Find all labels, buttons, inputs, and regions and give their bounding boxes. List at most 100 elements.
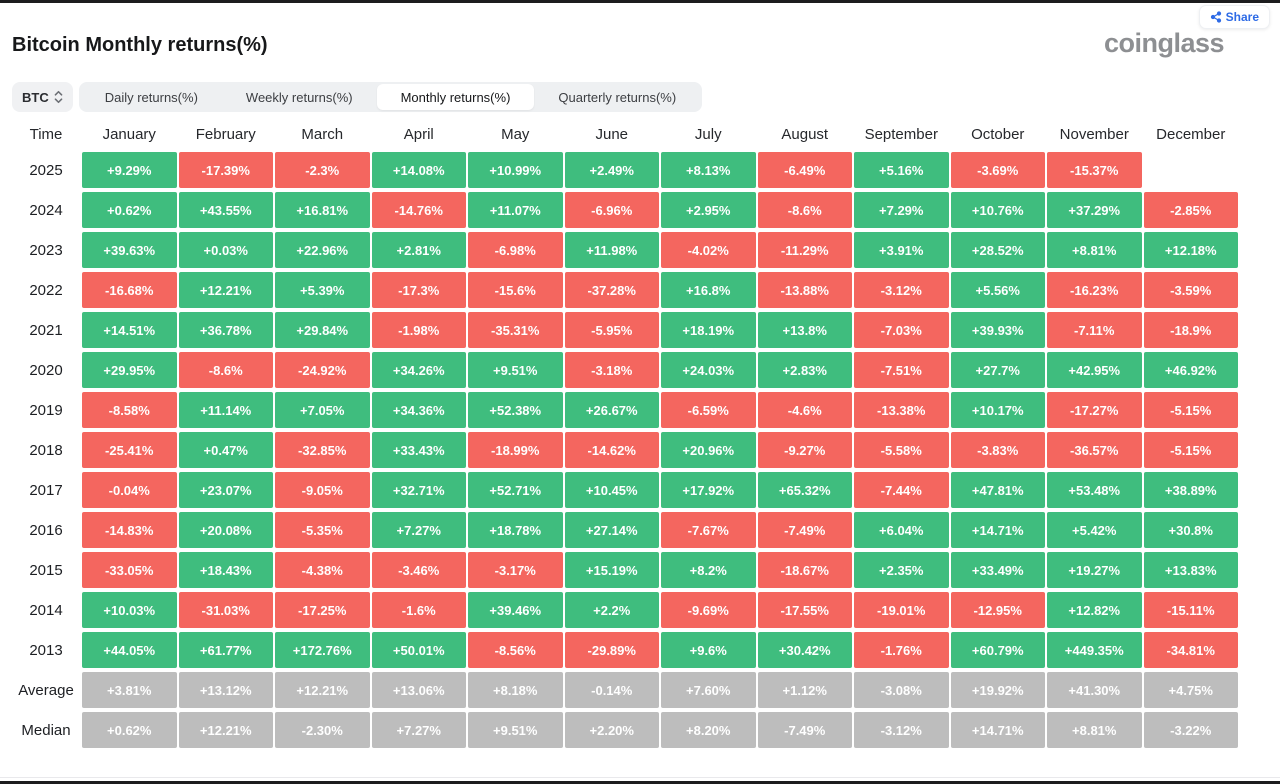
return-cell: -15.37% bbox=[1047, 152, 1142, 188]
return-cell: +33.49% bbox=[950, 552, 1045, 588]
return-cell: +2.83% bbox=[757, 352, 852, 388]
row-label-2016: 2016 bbox=[29, 521, 63, 539]
column-header-february: February bbox=[195, 125, 256, 143]
return-cell: -7.11% bbox=[1047, 312, 1142, 348]
controls-bar: BTC Daily returns(%) Weekly returns(%) Mon… bbox=[12, 82, 703, 112]
column-header-november: November bbox=[1059, 125, 1129, 143]
return-cell: -5.58% bbox=[854, 432, 949, 468]
column-header-may: May bbox=[501, 125, 530, 143]
returns-tab-group: Daily returns(%) Weekly returns(%) Monthly… bbox=[78, 82, 703, 112]
return-cell: +10.76% bbox=[950, 192, 1045, 228]
return-cell: +18.43% bbox=[178, 552, 273, 588]
column-header-september: September bbox=[864, 125, 938, 143]
return-cell: +28.52% bbox=[950, 232, 1045, 268]
return-cell: -3.22% bbox=[1143, 712, 1238, 748]
return-cell: +17.92% bbox=[661, 472, 756, 508]
return-cell: +27.14% bbox=[564, 512, 659, 548]
symbol-selector[interactable]: BTC bbox=[12, 82, 73, 112]
return-cell: -1.6% bbox=[371, 592, 466, 628]
return-cell: +39.93% bbox=[950, 312, 1045, 348]
return-cell: +10.99% bbox=[468, 152, 563, 188]
return-cell: -8.6% bbox=[178, 352, 273, 388]
return-cell: +0.47% bbox=[178, 432, 273, 468]
return-cell: +29.84% bbox=[275, 312, 370, 348]
return-cell: -25.41% bbox=[82, 432, 177, 468]
return-cell: -2.85% bbox=[1143, 192, 1238, 228]
column-header-october: October bbox=[971, 125, 1025, 143]
return-cell: +0.62% bbox=[82, 712, 177, 748]
return-cell: +9.51% bbox=[468, 712, 563, 748]
return-cell: -5.15% bbox=[1143, 392, 1238, 428]
return-cell: -7.44% bbox=[854, 472, 949, 508]
return-cell: +8.18% bbox=[468, 672, 563, 708]
return-cell: +22.96% bbox=[275, 232, 370, 268]
return-cell: +24.03% bbox=[661, 352, 756, 388]
return-cell: +16.81% bbox=[275, 192, 370, 228]
return-cell: -35.31% bbox=[468, 312, 563, 348]
return-cell: +8.20% bbox=[661, 712, 756, 748]
return-cell: -0.14% bbox=[564, 672, 659, 708]
return-cell: +30.42% bbox=[757, 632, 852, 668]
return-cell: -3.83% bbox=[950, 432, 1045, 468]
return-cell: +2.20% bbox=[564, 712, 659, 748]
return-cell: +11.07% bbox=[468, 192, 563, 228]
return-cell: +18.78% bbox=[468, 512, 563, 548]
return-cell: +2.2% bbox=[564, 592, 659, 628]
return-cell: -2.3% bbox=[275, 152, 370, 188]
return-cell: +2.49% bbox=[564, 152, 659, 188]
return-cell: +14.71% bbox=[950, 712, 1045, 748]
return-cell: +0.62% bbox=[82, 192, 177, 228]
share-button[interactable]: Share bbox=[1198, 5, 1270, 29]
return-cell: -7.49% bbox=[757, 712, 852, 748]
return-cell: +6.04% bbox=[854, 512, 949, 548]
return-cell: -5.95% bbox=[564, 312, 659, 348]
tab-daily-returns[interactable]: Daily returns(%) bbox=[104, 89, 198, 105]
return-cell: -5.35% bbox=[275, 512, 370, 548]
return-cell: +7.27% bbox=[371, 712, 466, 748]
return-cell: -17.39% bbox=[178, 152, 273, 188]
return-cell: +39.63% bbox=[82, 232, 177, 268]
return-cell: +27.7% bbox=[950, 352, 1045, 388]
return-cell: -18.9% bbox=[1143, 312, 1238, 348]
return-cell: +42.95% bbox=[1047, 352, 1142, 388]
return-cell: +14.08% bbox=[371, 152, 466, 188]
return-cell: +14.51% bbox=[82, 312, 177, 348]
return-cell: +47.81% bbox=[950, 472, 1045, 508]
row-label-2018: 2018 bbox=[29, 441, 63, 459]
column-header-june: June bbox=[595, 125, 629, 143]
return-cell: -3.17% bbox=[468, 552, 563, 588]
return-cell: -14.83% bbox=[82, 512, 177, 548]
return-cell: +9.51% bbox=[468, 352, 563, 388]
return-cell: +37.29% bbox=[1047, 192, 1142, 228]
return-cell: +53.48% bbox=[1047, 472, 1142, 508]
page-title: Bitcoin Monthly returns(%) bbox=[12, 34, 268, 56]
tab-monthly-returns[interactable]: Monthly returns(%) bbox=[376, 84, 535, 110]
return-cell: +46.92% bbox=[1143, 352, 1238, 388]
tab-quarterly-returns[interactable]: Quarterly returns(%) bbox=[558, 89, 677, 105]
return-cell: -8.58% bbox=[82, 392, 177, 428]
bottom-edge-bar bbox=[0, 781, 1280, 784]
return-cell: +60.79% bbox=[950, 632, 1045, 668]
return-cell: +9.6% bbox=[661, 632, 756, 668]
return-cell: +7.29% bbox=[854, 192, 949, 228]
return-cell: +52.71% bbox=[468, 472, 563, 508]
return-cell: -18.67% bbox=[757, 552, 852, 588]
row-label-2020: 2020 bbox=[29, 361, 63, 379]
return-cell: +33.43% bbox=[371, 432, 466, 468]
return-cell: +449.35% bbox=[1047, 632, 1142, 668]
return-cell: -16.23% bbox=[1047, 272, 1142, 308]
return-cell: +18.19% bbox=[661, 312, 756, 348]
return-cell: +9.29% bbox=[82, 152, 177, 188]
return-cell: -37.28% bbox=[564, 272, 659, 308]
return-cell: +3.91% bbox=[854, 232, 949, 268]
return-cell: -12.95% bbox=[950, 592, 1045, 628]
return-cell: +19.27% bbox=[1047, 552, 1142, 588]
return-cell: -7.51% bbox=[854, 352, 949, 388]
return-cell: -3.69% bbox=[950, 152, 1045, 188]
return-cell: +41.30% bbox=[1047, 672, 1142, 708]
return-cell: +3.81% bbox=[82, 672, 177, 708]
time-column-header: Time bbox=[29, 125, 63, 143]
tab-weekly-returns[interactable]: Weekly returns(%) bbox=[245, 89, 353, 105]
return-cell: -16.68% bbox=[82, 272, 177, 308]
return-cell: +13.12% bbox=[178, 672, 273, 708]
